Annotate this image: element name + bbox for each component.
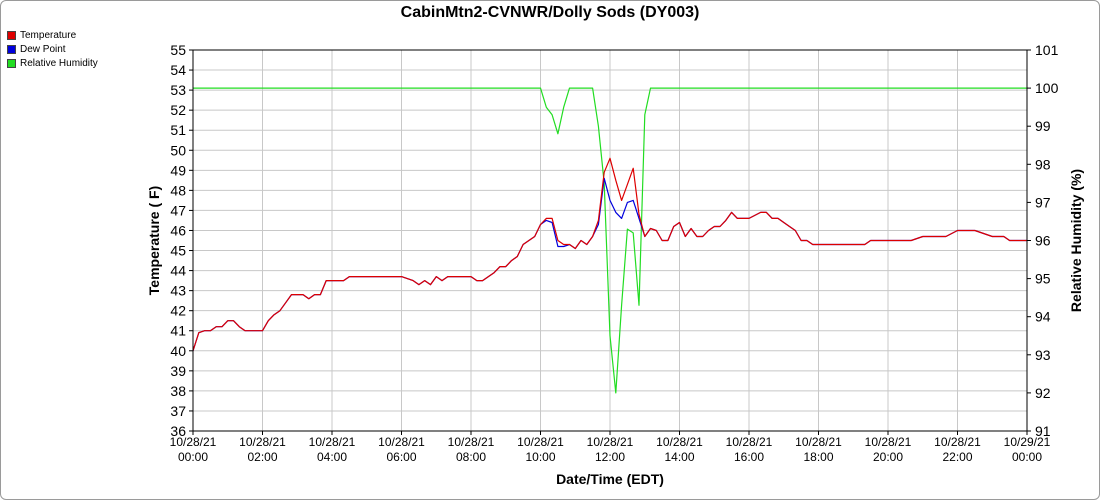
y2-tick-label: 99 [1035,118,1051,134]
y2-tick-label: 97 [1035,194,1051,210]
y2-axis-title: Relative Humidity (%) [1068,169,1084,312]
x-tick-date-label: 10/29/21 [1004,435,1051,449]
y-tick-label: 41 [170,323,186,339]
y-tick-label: 47 [170,202,186,218]
legend-swatch-relative-humidity [7,58,16,68]
legend-item-temperature: Temperature [7,28,98,42]
tick-layer: 36 37 38 39 40 41 42 43 44 45 46 47 48 49 50 51 52 53 54 55… [170,42,1059,464]
y-tick-label: 36 [170,423,186,439]
y-tick-label: 39 [170,363,186,379]
x-tick-time-label: 00:00 [1012,450,1042,464]
y-tick-label: 50 [170,142,186,158]
y-tick-label: 46 [170,222,186,238]
x-tick-time-label: 10:00 [525,450,555,464]
x-tick-time-label: 02:00 [247,450,277,464]
x-tick-time-label: 08:00 [456,450,486,464]
x-tick-time-label: 16:00 [734,450,764,464]
legend-item-dew-point: Dew Point [7,42,98,56]
legend-label-temperature: Temperature [20,29,77,41]
y-tick-label: 52 [170,102,186,118]
series-layer [192,87,1027,394]
y2-tick-label: 91 [1035,423,1051,439]
x-tick-time-label: 12:00 [595,450,625,464]
x-tick-date-label: 10/28/21 [517,435,564,449]
x-tick-time-label: 20:00 [873,450,903,464]
x-axis-title: Date/Time (EDT) [556,471,664,487]
y2-tick-label: 101 [1035,42,1059,58]
x-tick-date-label: 10/28/21 [448,435,495,449]
y2-tick-label: 96 [1035,233,1051,249]
x-tick-time-label: 06:00 [386,450,416,464]
legend-swatch-temperature [7,30,16,40]
y-tick-label: 55 [170,42,186,58]
legend-label-relative-humidity: Relative Humidity [20,57,98,69]
x-tick-time-label: 18:00 [803,450,833,464]
y-tick-label: 40 [170,343,186,359]
y-tick-label: 53 [170,82,186,98]
y-tick-label: 54 [170,62,186,78]
x-tick-date-label: 10/28/21 [378,435,425,449]
y-tick-label: 45 [170,243,186,259]
x-tick-date-label: 10/28/21 [865,435,912,449]
x-tick-time-label: 04:00 [317,450,347,464]
x-tick-date-label: 10/28/21 [934,435,981,449]
y-tick-label: 44 [170,263,186,279]
x-tick-date-label: 10/28/21 [170,435,217,449]
x-tick-date-label: 10/28/21 [656,435,703,449]
y2-tick-label: 100 [1035,80,1059,96]
y-tick-label: 51 [170,122,186,138]
y2-tick-label: 92 [1035,385,1051,401]
y-tick-label: 49 [170,162,186,178]
series-line-temperature [192,157,1027,351]
legend-label-dew-point: Dew Point [20,43,66,55]
y-axis-title: Temperature ( F) [146,186,162,295]
x-tick-date-label: 10/28/21 [309,435,356,449]
x-tick-date-label: 10/28/21 [587,435,634,449]
legend-swatch-dew-point [7,44,16,54]
legend-item-relative-humidity: Relative Humidity [7,56,98,70]
x-tick-time-label: 00:00 [178,450,208,464]
y2-tick-label: 98 [1035,156,1051,172]
y2-tick-label: 94 [1035,309,1051,325]
x-tick-date-label: 10/28/21 [795,435,842,449]
chart-title: CabinMtn2-CVNWR/Dolly Sods (DY003) [400,4,700,21]
y-tick-label: 38 [170,383,186,399]
y2-tick-label: 95 [1035,271,1051,287]
series-line-relative-humidity [193,87,1027,394]
chart-legend: Temperature Dew Point Relative Humidity [7,28,98,70]
y-tick-label: 43 [170,283,186,299]
y-tick-label: 37 [170,403,186,419]
x-tick-time-label: 14:00 [664,450,694,464]
x-tick-time-label: 22:00 [942,450,972,464]
y-tick-label: 42 [170,303,186,319]
y2-tick-label: 93 [1035,347,1051,363]
x-tick-date-label: 10/28/21 [239,435,286,449]
x-tick-date-label: 10/28/21 [726,435,773,449]
y-tick-label: 48 [170,182,186,198]
